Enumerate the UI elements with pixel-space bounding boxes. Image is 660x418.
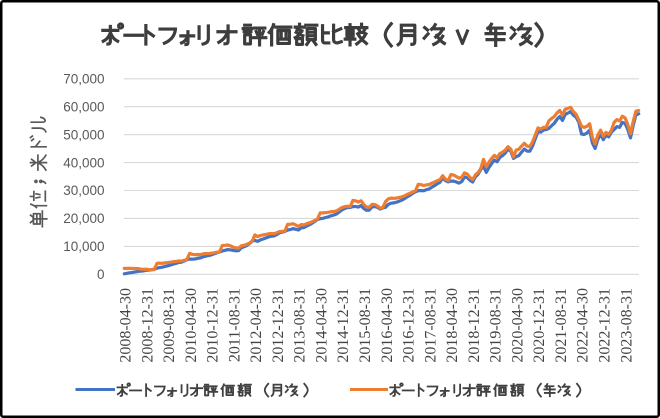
- svg-text:2012-12-31: 2012-12-31: [270, 288, 287, 363]
- svg-text:2018-04-30: 2018-04-30: [444, 288, 461, 363]
- svg-text:10,000: 10,000: [63, 239, 104, 254]
- svg-text:2019-08-31: 2019-08-31: [488, 288, 505, 363]
- svg-text:2018-12-31: 2018-12-31: [466, 288, 483, 363]
- svg-text:2021-08-31: 2021-08-31: [553, 288, 570, 363]
- svg-text:0: 0: [97, 267, 105, 282]
- svg-text:2015-08-31: 2015-08-31: [357, 288, 374, 363]
- svg-text:2014-12-31: 2014-12-31: [335, 288, 352, 363]
- svg-text:2011-08-31: 2011-08-31: [226, 288, 243, 362]
- svg-text:2008-04-30: 2008-04-30: [118, 288, 135, 363]
- svg-text:2022-12-31: 2022-12-31: [597, 288, 614, 363]
- svg-text:50,000: 50,000: [63, 127, 104, 142]
- svg-text:2014-04-30: 2014-04-30: [313, 288, 330, 363]
- svg-text:2023-08-31: 2023-08-31: [618, 288, 635, 363]
- svg-text:2020-04-30: 2020-04-30: [509, 288, 526, 363]
- svg-text:60,000: 60,000: [63, 99, 104, 114]
- svg-text:2010-12-31: 2010-12-31: [205, 288, 222, 363]
- svg-text:2022-04-30: 2022-04-30: [575, 288, 592, 363]
- svg-text:40,000: 40,000: [63, 155, 104, 170]
- svg-text:2010-04-30: 2010-04-30: [183, 288, 200, 363]
- svg-text:70,000: 70,000: [63, 72, 104, 87]
- svg-text:2009-08-31: 2009-08-31: [161, 288, 178, 363]
- svg-text:2016-12-31: 2016-12-31: [401, 288, 418, 363]
- svg-text:30,000: 30,000: [63, 183, 104, 198]
- svg-text:2012-04-30: 2012-04-30: [248, 288, 265, 363]
- svg-text:2008-12-31: 2008-12-31: [139, 288, 156, 363]
- svg-text:2017-08-31: 2017-08-31: [422, 288, 439, 363]
- svg-text:2013-08-31: 2013-08-31: [292, 288, 309, 363]
- svg-text:2020-12-31: 2020-12-31: [531, 288, 548, 363]
- svg-text:2016-04-30: 2016-04-30: [379, 288, 396, 363]
- svg-text:20,000: 20,000: [63, 211, 104, 226]
